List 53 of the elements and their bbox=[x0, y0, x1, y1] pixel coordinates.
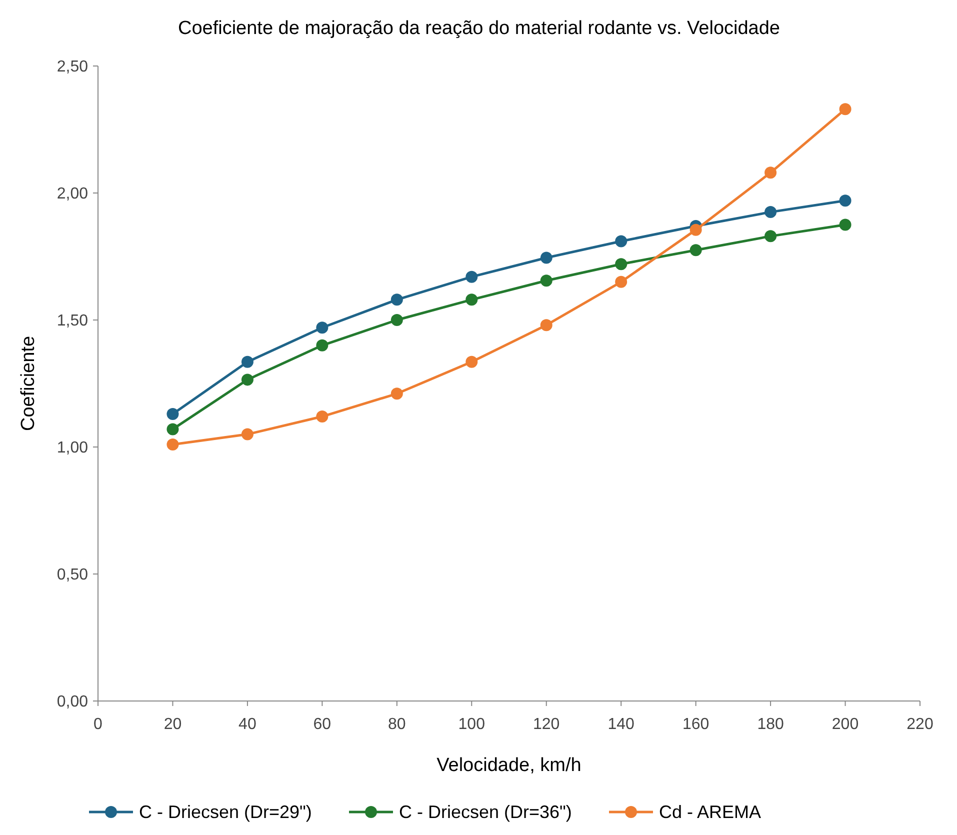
point bbox=[466, 270, 478, 283]
point bbox=[690, 224, 702, 236]
point bbox=[764, 230, 777, 242]
point bbox=[764, 206, 777, 218]
x-tick-label: 80 bbox=[388, 716, 406, 733]
x-tick-label: 60 bbox=[313, 716, 332, 733]
x-tick-label: 0 bbox=[94, 716, 103, 733]
y-tick-label: 2,50 bbox=[56, 58, 88, 76]
y-tick-label: 1,50 bbox=[56, 312, 88, 330]
point bbox=[316, 339, 328, 352]
point bbox=[390, 388, 403, 400]
y-tick-label: 2,00 bbox=[56, 186, 88, 203]
point bbox=[839, 103, 852, 116]
point bbox=[241, 356, 254, 368]
y-tick-label: 0,00 bbox=[56, 694, 88, 711]
point bbox=[615, 235, 628, 248]
x-tick-label: 40 bbox=[238, 716, 256, 733]
point bbox=[316, 322, 328, 334]
legend-label: C - Driecsen (Dr=29") bbox=[139, 802, 312, 822]
point bbox=[390, 314, 403, 326]
x-tick-label: 220 bbox=[906, 716, 934, 733]
x-tick-label: 140 bbox=[608, 716, 635, 733]
point bbox=[466, 356, 478, 368]
x-tick-label: 20 bbox=[164, 716, 182, 733]
y-tick-label: 0,50 bbox=[56, 566, 88, 584]
point bbox=[615, 258, 628, 270]
legend-label: C - Driecsen (Dr=36") bbox=[399, 802, 572, 822]
x-axis-title: Velocidade, km/h bbox=[436, 755, 582, 776]
point bbox=[166, 438, 179, 450]
point bbox=[540, 274, 552, 287]
point bbox=[241, 428, 254, 440]
point bbox=[241, 374, 254, 386]
x-tick-label: 200 bbox=[832, 716, 859, 733]
point bbox=[390, 294, 403, 306]
y-axis-title: Coeficiente bbox=[18, 336, 39, 432]
point bbox=[316, 410, 328, 423]
chart-title: Coeficiente de majoração da reação do material rodante vs. Velocidade bbox=[178, 18, 780, 39]
x-tick-label: 160 bbox=[682, 716, 710, 733]
point bbox=[540, 252, 552, 264]
legend-label: Cd - AREMA bbox=[659, 802, 762, 822]
point bbox=[839, 194, 852, 207]
point bbox=[166, 423, 179, 436]
point bbox=[690, 244, 702, 256]
point bbox=[466, 294, 478, 306]
point bbox=[839, 218, 852, 231]
x-tick-label: 120 bbox=[533, 716, 560, 733]
point bbox=[540, 319, 552, 332]
point bbox=[764, 166, 777, 179]
y-tick-label: 1,00 bbox=[56, 440, 88, 457]
x-tick-label: 180 bbox=[757, 716, 784, 733]
x-tick-label: 100 bbox=[458, 716, 486, 733]
point bbox=[615, 276, 628, 288]
point bbox=[166, 408, 179, 420]
